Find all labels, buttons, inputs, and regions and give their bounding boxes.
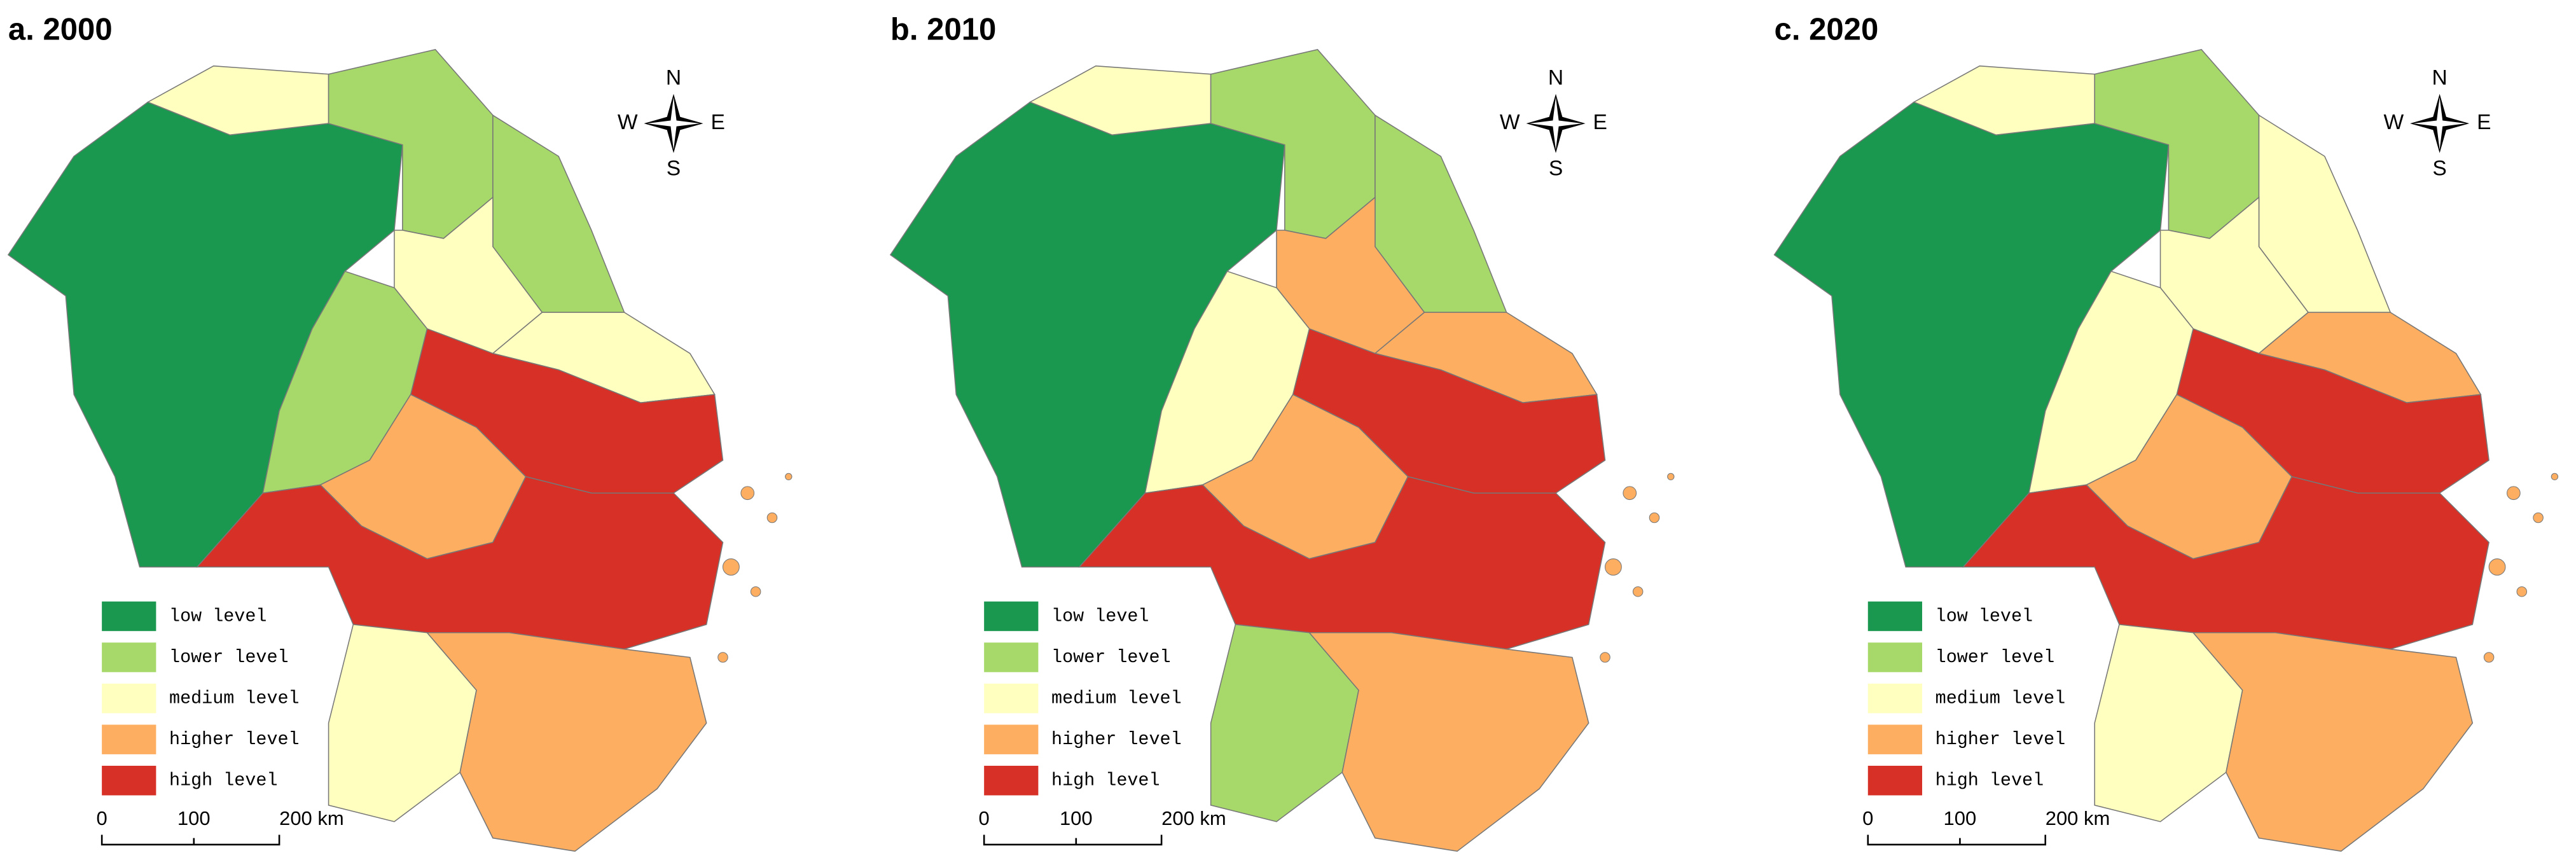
- compass-e: E: [711, 111, 725, 134]
- scale-label: 100: [1060, 807, 1093, 829]
- legend-swatch: [1867, 642, 1923, 672]
- panel-title: a. 2000: [8, 12, 113, 46]
- scale-bar: [1867, 834, 2047, 846]
- island: [785, 473, 793, 481]
- compass-w: W: [2383, 111, 2404, 134]
- legend-label: medium level: [1051, 688, 1182, 709]
- legend-swatch: [984, 601, 1039, 632]
- island: [722, 558, 740, 576]
- compass-n: N: [666, 66, 681, 90]
- region: [1308, 632, 1589, 852]
- region: [196, 476, 724, 650]
- scale-label: 100: [177, 807, 211, 829]
- island: [2483, 652, 2495, 663]
- scale-label: 200 km: [2046, 807, 2110, 829]
- scale-label: 200 km: [279, 807, 344, 829]
- scale-bar: [100, 834, 280, 846]
- legend-label: low level: [1935, 605, 2033, 626]
- legend-swatch: [984, 642, 1039, 672]
- compass-w: W: [1500, 111, 1520, 134]
- compass-s: S: [2432, 156, 2446, 180]
- legend-label: lower level: [1051, 647, 1171, 668]
- island: [1632, 586, 1644, 597]
- legend-label: higher level: [1051, 729, 1182, 750]
- scale-bar: [983, 834, 1163, 846]
- scale-label: 0: [1862, 807, 1873, 829]
- compass-n: N: [2432, 66, 2447, 90]
- compass-star-inner: [2413, 97, 2466, 150]
- legend-label: higher level: [169, 729, 300, 750]
- island: [1623, 486, 1637, 501]
- scale-label: 0: [97, 807, 107, 829]
- scale-label: 0: [979, 807, 990, 829]
- compass-e: E: [1593, 111, 1607, 134]
- legend-swatch: [102, 601, 156, 632]
- compass-w: W: [618, 111, 638, 134]
- compass-star-inner: [1529, 97, 1582, 150]
- compass-s: S: [667, 156, 681, 180]
- legend-label: high level: [1935, 770, 2044, 791]
- island: [717, 652, 728, 663]
- legend-swatch: [1867, 683, 1923, 714]
- island: [1649, 512, 1660, 523]
- legend-swatch: [1867, 601, 1923, 632]
- compass-star-inner: [647, 97, 700, 150]
- legend-label: high level: [1051, 770, 1160, 791]
- legend-label: high level: [169, 770, 277, 791]
- legend-label: higher level: [1935, 729, 2066, 750]
- island: [2516, 586, 2528, 597]
- panel-title: b. 2010: [890, 12, 996, 46]
- region: [2192, 632, 2474, 852]
- region: [426, 632, 707, 852]
- region: [1078, 476, 1606, 650]
- scale-label: 200 km: [1161, 807, 1226, 829]
- legend-swatch: [102, 765, 156, 796]
- island: [1667, 473, 1675, 481]
- island: [766, 512, 778, 523]
- legend-label: lower level: [1935, 647, 2055, 668]
- legend-swatch: [102, 642, 156, 672]
- legend-swatch: [1867, 765, 1923, 796]
- legend-label: medium level: [169, 688, 300, 709]
- legend-swatch: [102, 724, 156, 754]
- legend-swatch: [1867, 724, 1923, 754]
- panel-title: c. 2020: [1775, 12, 1879, 46]
- island: [2533, 512, 2544, 523]
- island: [750, 586, 761, 597]
- compass-e: E: [2477, 111, 2491, 134]
- island: [2488, 558, 2506, 576]
- legend-swatch: [984, 724, 1039, 754]
- legend-label: low level: [1051, 605, 1149, 626]
- legend-swatch: [984, 683, 1039, 714]
- island: [1604, 558, 1622, 576]
- compass-n: N: [1548, 66, 1563, 90]
- legend-label: medium level: [1935, 688, 2066, 709]
- compass-s: S: [1549, 156, 1563, 180]
- scale-label: 100: [1944, 807, 1977, 829]
- legend-swatch: [984, 765, 1039, 796]
- island: [740, 486, 755, 501]
- island: [2507, 486, 2521, 501]
- region: [1962, 476, 2489, 650]
- legend-label: low level: [169, 605, 267, 626]
- island: [2551, 473, 2559, 481]
- legend-label: lower level: [169, 647, 289, 668]
- legend-swatch: [102, 683, 156, 714]
- island: [1600, 652, 1610, 663]
